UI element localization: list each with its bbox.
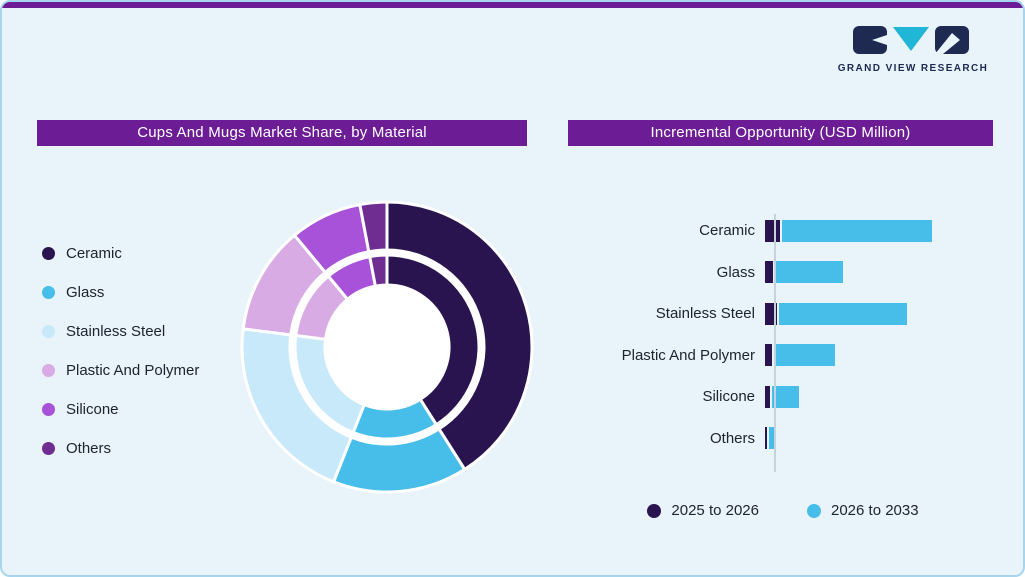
donut-legend-item: Plastic And Polymer [42,357,199,383]
bar-segment-2026-to-2033 [775,261,843,284]
legend-label: Silicone [66,400,119,418]
donut-legend-item: Silicone [42,396,199,422]
donut-legend: Ceramic Glass Stainless Steel Plastic And P… [42,240,199,474]
bar-row: Ceramic [568,210,998,252]
donut-outer-segment-others [358,200,389,254]
donut-inner-segment-ceramic [385,253,481,427]
bar-group [765,385,799,408]
legend-label: 2025 to 2026 [671,502,759,519]
bar-segment-2026-to-2033 [769,427,776,450]
bar-segment-2025-to-2026 [765,427,767,450]
bar-legend-item: 2026 to 2033 [807,502,919,519]
gvr-logo: GRAND VIEW RESEARCH [828,26,998,74]
legend-label: Glass [66,283,105,301]
gvr-wordmark: GRAND VIEW RESEARCH [837,63,989,74]
bar-group [765,261,843,284]
bar-category-label: Plastic And Polymer [621,346,755,364]
bar-category-label: Silicone [702,388,755,406]
bar-segment-2025-to-2026 [765,385,770,408]
legend-swatch-icon [42,246,55,260]
legend-swatch-icon [42,285,55,299]
bar-row: Stainless Steel [568,293,998,335]
donut-inner-segment-others [368,253,389,288]
top-accent-bar [2,2,1023,8]
bar-segment-2026-to-2033 [772,385,799,408]
legend-swatch-icon [647,503,662,518]
legend-label: 2026 to 2033 [831,502,919,519]
legend-label: Stainless Steel [66,322,166,340]
bar-group [765,427,776,450]
bar-segment-2025-to-2026 [765,261,773,284]
bar-segment-2025-to-2026 [765,344,772,367]
bar-segment-2025-to-2026 [765,219,780,242]
bar-row: Others [568,418,998,460]
donut-legend-item: Stainless Steel [42,318,199,344]
legend-label: Plastic And Polymer [66,361,200,379]
legend-swatch-icon [42,363,55,377]
bar-row: Glass [568,252,998,294]
bar-group [765,219,932,242]
bar-row: Silicone [568,376,998,418]
bar-segment-2026-to-2033 [774,344,835,367]
bar-category-label: Ceramic [699,222,755,240]
bar-axis-line [774,214,776,472]
donut-legend-item: Ceramic [42,240,199,266]
bar-chart: Ceramic Glass Stainless Steel Plastic And P… [568,210,998,472]
donut-chart [240,200,534,494]
bar-chart-legend: 2025 to 2026 2026 to 2033 [568,502,998,519]
bar-chart-title: Incremental Opportunity (USD Million) [568,120,993,146]
donut-legend-item: Glass [42,279,199,305]
gvr-logo-mark-icon [853,26,969,54]
bar-row: Plastic And Polymer [568,335,998,377]
donut-chart-title: Cups And Mugs Market Share, by Material [37,120,527,146]
legend-label: Others [66,439,112,457]
bar-group [765,302,907,325]
bar-category-label: Others [709,429,755,447]
donut-legend-item: Others [42,435,199,461]
donut-outer-segment-ceramic [385,200,534,471]
legend-swatch-icon [42,324,55,338]
legend-swatch-icon [42,441,55,455]
legend-swatch-icon [807,503,821,518]
legend-swatch-icon [42,402,55,416]
bar-group [765,344,835,367]
bar-category-label: Glass [716,263,755,281]
bar-legend-item: 2025 to 2026 [647,502,759,519]
bar-category-label: Stainless Steel [655,305,755,323]
bar-segment-2026-to-2033 [782,219,932,242]
legend-label: Ceramic [66,244,122,262]
bar-segment-2026-to-2033 [779,302,907,325]
